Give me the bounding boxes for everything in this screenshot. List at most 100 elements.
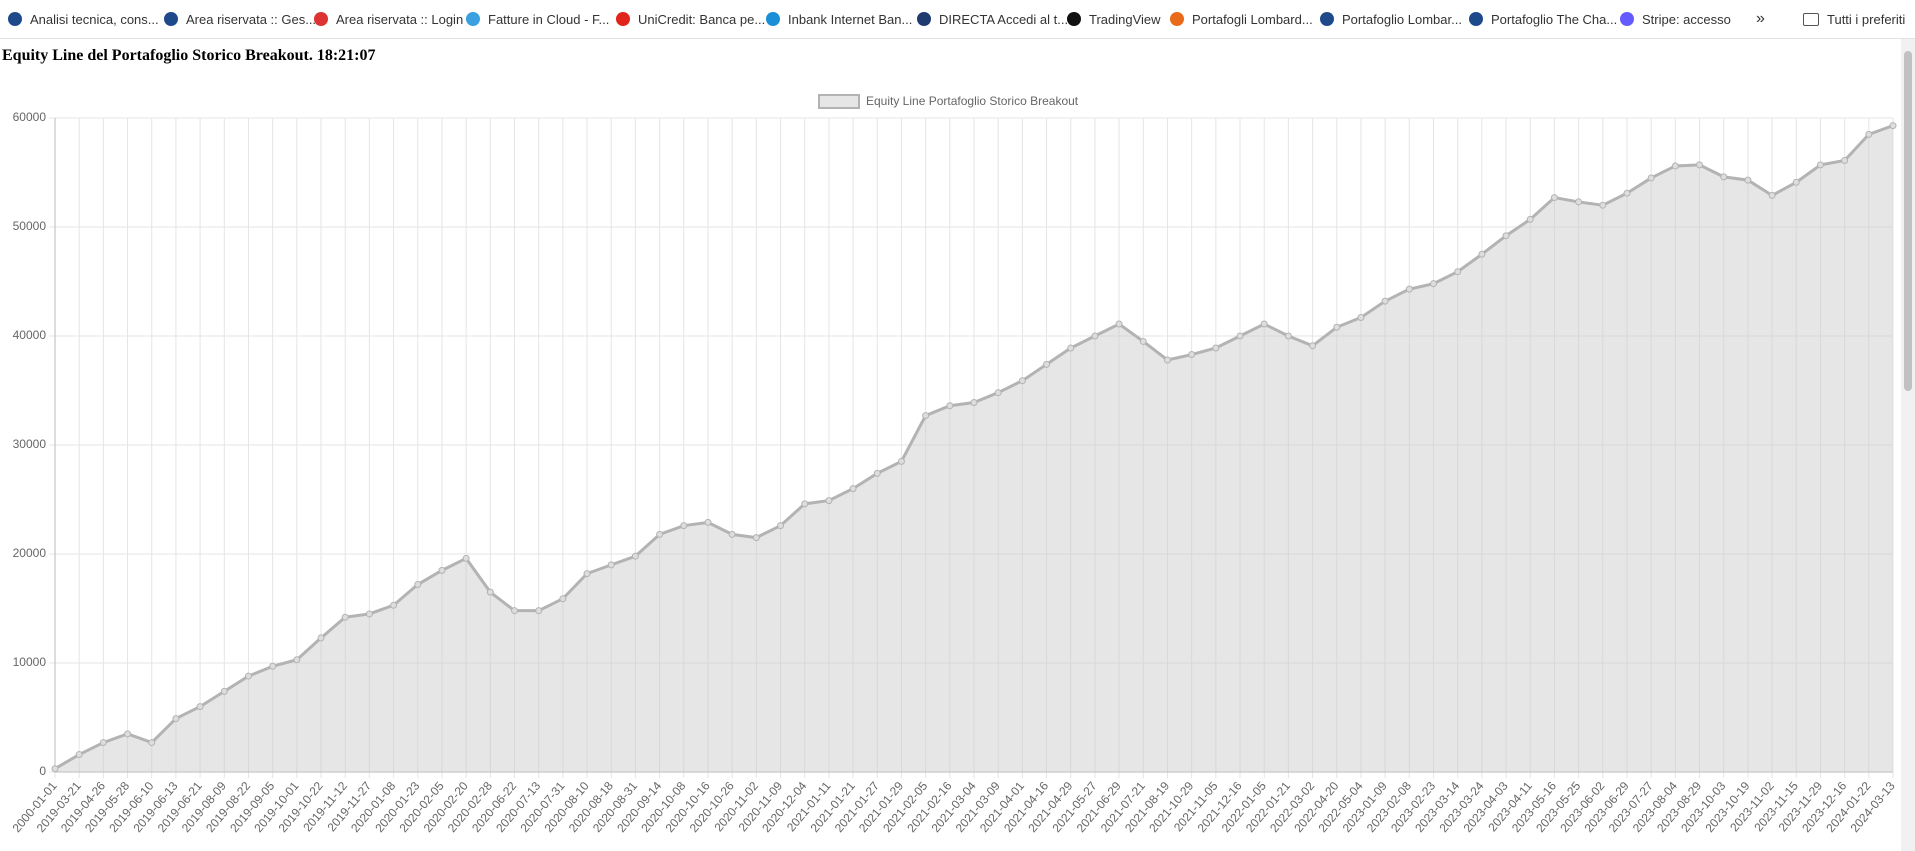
bookmark-label: Portafoglio Lombar... [1342, 11, 1462, 27]
bookmarks-bar: Analisi tecnica, cons... Area riservata :… [0, 0, 1915, 39]
point [1816, 161, 1824, 169]
point [607, 561, 615, 569]
point [680, 522, 688, 530]
point [438, 566, 446, 574]
bookmark-icon [616, 12, 630, 26]
point [656, 530, 664, 538]
point [1526, 215, 1534, 223]
point [970, 398, 978, 406]
bookmark[interactable]: Portafogli Lombard... [1170, 10, 1313, 28]
bookmark[interactable]: DIRECTA Accedi al t... [917, 10, 1068, 28]
bookmark[interactable]: Area riservata :: Login [314, 10, 463, 28]
point [825, 497, 833, 505]
point [365, 610, 373, 618]
point [1260, 320, 1268, 328]
point [1333, 323, 1341, 331]
y-tick-label: 0 [39, 764, 46, 778]
point [1841, 157, 1849, 165]
bookmark-label: Inbank Internet Ban... [788, 11, 913, 27]
bookmark[interactable]: Tutti i preferiti [1803, 10, 1905, 28]
bookmark-label: Portafoglio The Cha... [1491, 11, 1618, 27]
point [583, 570, 591, 578]
point [1599, 201, 1607, 209]
point [801, 500, 809, 508]
point [1768, 191, 1776, 199]
bookmark-label: DIRECTA Accedi al t... [939, 11, 1069, 27]
point [946, 402, 954, 410]
point [148, 739, 156, 747]
bookmark-icon [1170, 12, 1184, 26]
point [124, 730, 132, 738]
more-bookmarks[interactable]: » [1756, 10, 1765, 27]
point [1792, 178, 1800, 186]
y-tick-label: 30000 [13, 437, 47, 451]
bookmark-icon [164, 12, 178, 26]
point [414, 581, 422, 589]
point [1163, 356, 1171, 364]
point [559, 595, 567, 603]
point [462, 554, 470, 562]
point [1139, 337, 1147, 345]
point [317, 634, 325, 642]
bookmark-label: TradingView [1089, 11, 1161, 27]
point [1865, 130, 1873, 138]
point [1744, 176, 1752, 184]
bookmark[interactable]: Fatture in Cloud - F... [466, 10, 609, 28]
point [1405, 285, 1413, 293]
bookmark-icon [1320, 12, 1334, 26]
bookmark-label: Fatture in Cloud - F... [488, 11, 610, 27]
bookmark-icon [314, 12, 328, 26]
point [704, 518, 712, 526]
point [51, 765, 59, 773]
bookmark-icon [766, 12, 780, 26]
scroll-thumb[interactable] [1904, 51, 1912, 391]
point [341, 613, 349, 621]
area [55, 125, 1893, 772]
point [1647, 174, 1655, 182]
bookmark-icon [1803, 12, 1819, 26]
point [390, 601, 398, 609]
bookmark-icon [917, 12, 931, 26]
point [1212, 344, 1220, 352]
point [99, 739, 107, 747]
y-tick-label: 20000 [13, 546, 47, 560]
point [1550, 194, 1558, 202]
point [873, 469, 881, 477]
point [1043, 360, 1051, 368]
bookmark[interactable]: Inbank Internet Ban... [766, 10, 912, 28]
bookmark[interactable]: TradingView [1067, 10, 1161, 28]
point [1188, 351, 1196, 359]
point [220, 687, 228, 695]
point [897, 457, 905, 465]
bookmark[interactable]: Area riservata :: Ges... [164, 10, 316, 28]
point [1067, 344, 1075, 352]
bookmark-label: Stripe: accesso [1642, 11, 1731, 27]
bookmark[interactable]: Portafoglio Lombar... [1320, 10, 1462, 28]
bookmark[interactable]: Analisi tecnica, cons... [8, 10, 159, 28]
point [752, 534, 760, 542]
scrollbar[interactable] [1901, 39, 1915, 851]
point [922, 412, 930, 420]
point [1381, 297, 1389, 305]
point [172, 715, 180, 723]
bookmark[interactable]: Stripe: accesso [1620, 10, 1731, 28]
bookmark[interactable]: UniCredit: Banca pe... [616, 10, 765, 28]
point [535, 607, 543, 615]
point [293, 656, 301, 664]
y-tick-label: 60000 [13, 110, 47, 124]
bookmark-label: Area riservata :: Login [336, 11, 464, 27]
bookmark-label: Area riservata :: Ges... [186, 11, 317, 27]
bookmark-icon [1469, 12, 1483, 26]
point [728, 530, 736, 538]
point [1575, 198, 1583, 206]
point [1696, 161, 1704, 169]
point [1720, 173, 1728, 181]
point [1454, 268, 1462, 276]
page-heading: Equity Line del Portafoglio Storico Brea… [2, 47, 376, 64]
point [269, 662, 277, 670]
point [1430, 280, 1437, 288]
bookmark-icon [8, 12, 22, 26]
point [1623, 189, 1631, 197]
bookmark[interactable]: Portafoglio The Cha... [1469, 10, 1617, 28]
